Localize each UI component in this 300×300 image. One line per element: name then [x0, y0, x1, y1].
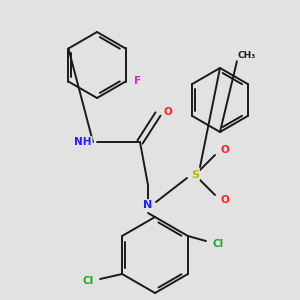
Text: N: N — [143, 200, 153, 210]
Text: O: O — [164, 107, 172, 117]
Text: NH: NH — [74, 137, 92, 147]
Text: F: F — [134, 76, 141, 86]
Text: O: O — [220, 145, 230, 155]
Text: CH₃: CH₃ — [238, 52, 256, 61]
Text: S: S — [191, 170, 199, 180]
Text: Cl: Cl — [82, 276, 94, 286]
Text: Cl: Cl — [212, 239, 224, 249]
Text: O: O — [220, 195, 230, 205]
